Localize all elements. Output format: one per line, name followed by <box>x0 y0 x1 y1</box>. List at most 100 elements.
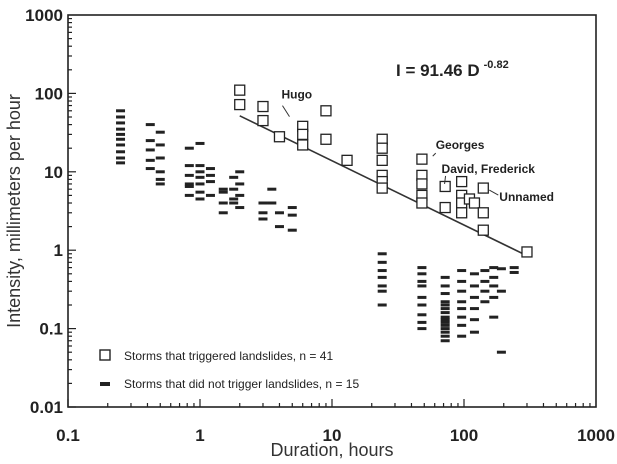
annotation-label: Georges <box>436 138 485 152</box>
square-marker <box>376 182 388 194</box>
square-marker <box>468 197 481 209</box>
dash-marker <box>155 130 165 134</box>
dash-marker <box>440 307 450 311</box>
square-marker <box>320 105 332 117</box>
dash-marker <box>184 193 194 197</box>
dash-marker <box>457 269 467 273</box>
legend-label-not-triggered: Storms that did not trigger landslides, … <box>124 377 359 391</box>
dash-marker <box>218 211 228 215</box>
dash-marker <box>145 158 155 162</box>
dash-marker <box>489 315 499 319</box>
legend-square-swatch <box>99 349 111 361</box>
dash-marker <box>440 315 450 319</box>
dash-marker <box>218 190 228 194</box>
y-tick-label: 1000 <box>25 6 63 25</box>
dash-marker <box>440 311 450 315</box>
dash-marker <box>440 327 450 331</box>
dash-marker <box>195 190 205 194</box>
dash-marker <box>480 300 490 304</box>
square-marker <box>257 100 269 113</box>
dash-marker <box>440 320 450 324</box>
dash-marker <box>205 173 215 177</box>
square-marker <box>376 142 388 154</box>
y-tick-label: 0.1 <box>39 320 63 339</box>
dash-marker <box>440 275 450 279</box>
annotation-label: Unnamed <box>499 190 554 204</box>
dash-marker <box>229 175 239 179</box>
x-tick-label: 1 <box>195 426 204 445</box>
dash-marker <box>440 339 450 343</box>
dash-marker <box>274 211 284 215</box>
dash-marker <box>377 284 387 288</box>
dash-marker <box>145 148 155 152</box>
dash-marker <box>457 315 467 319</box>
dash-marker <box>184 164 194 168</box>
y-tick-label: 10 <box>44 163 63 182</box>
dash-marker <box>155 143 165 147</box>
dash-marker <box>469 307 479 311</box>
annotation-leader <box>432 152 437 157</box>
dash-marker <box>469 330 479 334</box>
dash-marker <box>145 123 155 127</box>
square-marker <box>456 207 468 219</box>
square-marker <box>521 246 533 258</box>
dash-marker <box>116 137 126 141</box>
dash-marker <box>258 217 268 221</box>
legend: Storms that triggered landslides, n = 41… <box>99 349 359 391</box>
dash-marker <box>440 323 450 327</box>
dash-marker <box>205 180 215 184</box>
dash-marker <box>195 182 205 186</box>
dash-marker <box>417 284 427 288</box>
data-points <box>116 84 533 354</box>
dash-marker <box>184 173 194 177</box>
dash-marker <box>116 109 126 113</box>
dash-marker <box>235 206 245 210</box>
square-marker <box>416 197 428 209</box>
annotation-leader <box>282 105 290 117</box>
dash-marker <box>377 303 387 307</box>
legend-dash-swatch <box>100 382 110 386</box>
dash-marker <box>195 197 205 201</box>
equation-label: I = 91.46 D -0.82 <box>396 59 509 80</box>
dash-marker <box>116 161 126 165</box>
annotation-leader <box>444 175 447 184</box>
dash-marker <box>496 267 506 271</box>
y-tick-label: 100 <box>35 84 63 103</box>
dash-marker <box>155 177 165 181</box>
dash-marker <box>440 303 450 307</box>
dash-marker <box>116 127 126 131</box>
dash-marker <box>116 150 126 154</box>
dash-marker <box>287 228 297 232</box>
annotations: Hugo Georges David, Frederick Unnamed <box>281 88 554 204</box>
y-tick-label: 1 <box>54 241 63 260</box>
dash-marker <box>287 213 297 217</box>
dash-marker <box>440 300 450 304</box>
dash-marker <box>489 266 499 270</box>
square-marker <box>341 154 353 166</box>
square-marker <box>439 201 451 214</box>
tick-labels: 0.1 1 10 100 1000 0.01 0.1 1 10 100 1000 <box>25 6 615 445</box>
dash-marker <box>417 266 427 270</box>
dash-marker <box>440 284 450 288</box>
dash-marker <box>155 182 165 186</box>
dash-marker <box>509 270 519 274</box>
square-marker <box>273 131 286 143</box>
dash-marker <box>218 201 228 205</box>
dash-marker <box>116 132 126 136</box>
dash-marker <box>457 323 467 327</box>
square-marker <box>297 128 309 141</box>
dash-marker <box>469 295 479 299</box>
dash-marker <box>145 139 155 143</box>
dash-marker <box>116 121 126 125</box>
dash-marker <box>417 272 427 276</box>
dash-marker <box>155 170 165 174</box>
dash-marker <box>195 170 205 174</box>
x-tick-label: 0.1 <box>56 426 80 445</box>
dash-marker <box>480 269 490 273</box>
dash-marker <box>184 184 194 188</box>
dash-marker <box>235 193 245 197</box>
annotation-label: Hugo <box>281 88 312 102</box>
dash-marker <box>469 318 479 322</box>
square-marker <box>477 182 489 194</box>
dash-marker <box>489 275 499 279</box>
